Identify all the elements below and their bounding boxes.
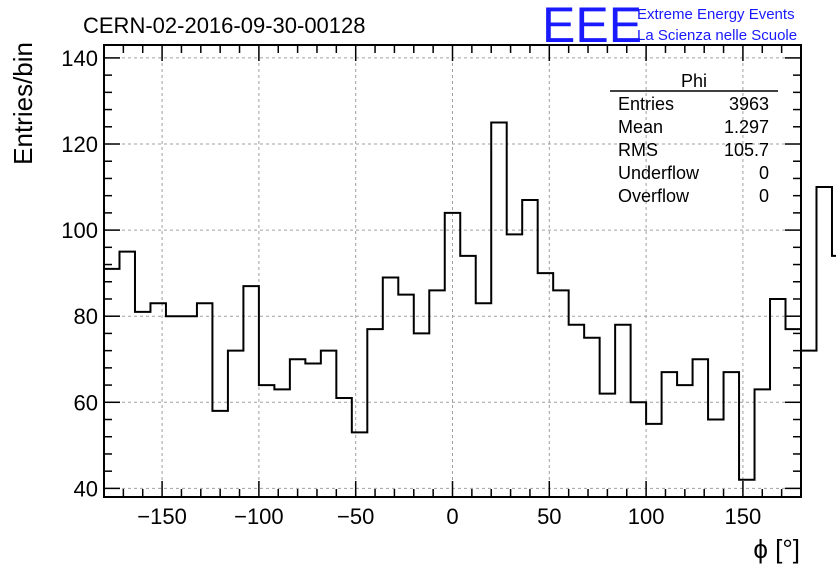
y-tick-label: 40 [74, 476, 98, 501]
x-tick-label: −50 [337, 504, 374, 529]
x-tick-label: 150 [725, 504, 762, 529]
y-axis-label: Entries/bin [8, 42, 38, 165]
y-axis: 40 60 80 100 120 140 [61, 46, 801, 501]
stats-label: Overflow [618, 186, 690, 206]
x-tick-label: −100 [234, 504, 284, 529]
stats-value: 1.297 [724, 117, 769, 137]
y-tick-label: 140 [61, 46, 98, 71]
stats-box: Phi Entries 3963 Mean 1.297 RMS 105.7 Underflo… [610, 71, 778, 206]
y-tick-label: 120 [61, 132, 98, 157]
chart-title: CERN-02-2016-09-30-00128 [83, 13, 366, 38]
stats-value: 0 [759, 186, 769, 206]
y-tick-label: 80 [74, 304, 98, 329]
x-tick-label: −150 [137, 504, 187, 529]
stats-label: Mean [618, 117, 663, 137]
logo-line-1: Extreme Energy Events [637, 6, 795, 23]
x-tick-label: 100 [628, 504, 665, 529]
x-axis-label: ϕ [°] [753, 534, 800, 564]
stats-rows: Entries 3963 Mean 1.297 RMS 105.7 Underflow 0 Ov… [618, 94, 769, 206]
y-tick-label: 100 [61, 218, 98, 243]
stats-value: 105.7 [724, 140, 769, 160]
stats-label: Entries [618, 94, 674, 114]
histogram-series [104, 121, 836, 481]
x-tick-label: 50 [537, 504, 561, 529]
stats-label: Underflow [618, 163, 700, 183]
eee-logo: EEE Extreme Energy Events La Scienza nel… [542, 0, 797, 53]
stats-label: RMS [618, 140, 658, 160]
logo-line-2: La Scienza nelle Scuole [637, 27, 797, 44]
histogram-line [104, 121, 836, 481]
stats-title: Phi [681, 71, 707, 91]
grid-lines [104, 45, 801, 497]
x-tick-label: 0 [446, 504, 458, 529]
stats-value: 3963 [729, 94, 769, 114]
stats-value: 0 [759, 163, 769, 183]
y-tick-label: 60 [74, 390, 98, 415]
x-axis: −150 −100 −50 0 50 100 150 [103, 45, 802, 529]
